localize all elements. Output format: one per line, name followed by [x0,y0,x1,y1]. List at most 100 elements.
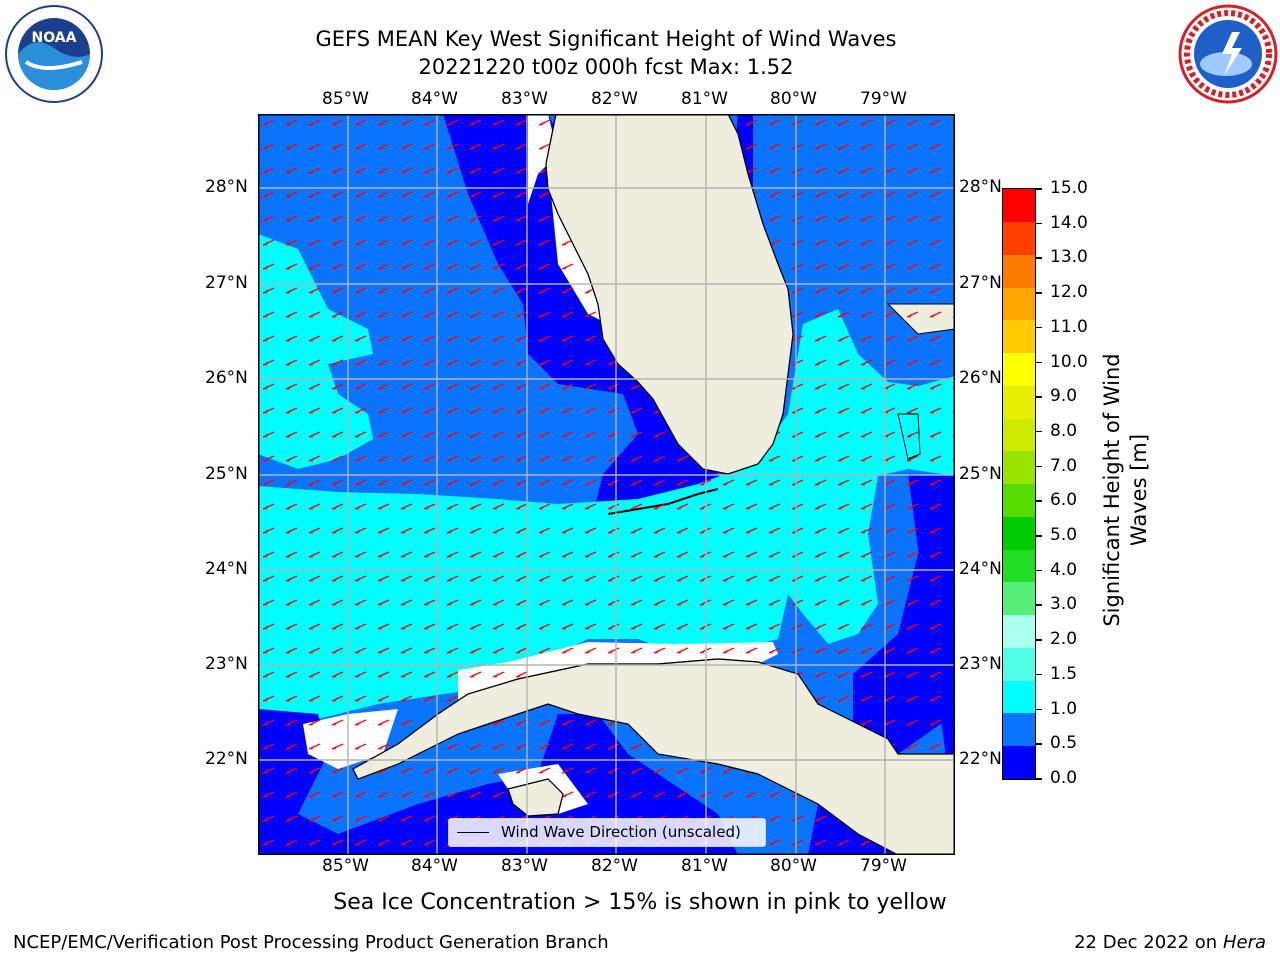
colorbar-tick-label: 12.0 [1050,282,1088,303]
lat-label: 24°N [959,559,1002,579]
lon-label: 85°W [322,856,369,876]
colorbar-tick-mark [1036,604,1042,606]
lat-labels-right: 28°N 27°N 26°N 25°N 24°N 23°N 22°N [959,0,1009,960]
colorbar-tick-label: 9.0 [1050,386,1078,407]
lat-label: 28°N [959,177,1002,197]
lon-label: 83°W [501,856,548,876]
colorbar-swatch [1003,451,1035,485]
colorbar-tick-label: 2.0 [1050,629,1078,650]
colorbar-swatch [1003,713,1035,747]
lat-label: 26°N [959,368,1002,388]
lat-labels-left: 28°N 27°N 26°N 25°N 24°N 23°N 22°N [205,0,255,960]
colorbar-tick-mark [1036,500,1042,502]
colorbar-swatch [1003,582,1035,616]
colorbar-tick-label: 13.0 [1050,247,1088,268]
lat-label: 25°N [205,464,248,484]
colorbar [1002,188,1036,780]
nws-logo [1178,4,1278,104]
colorbar-label-wrap: Significant Height of Wind Waves [m] [1100,340,1156,640]
lon-label: 81°W [681,856,728,876]
colorbar-tick-label: 0.0 [1050,768,1078,788]
lat-label: 24°N [205,559,248,579]
colorbar-tick-mark [1036,396,1042,398]
colorbar-tick-label: 1.0 [1050,698,1078,719]
colorbar-tick-label: 10.0 [1050,351,1088,372]
colorbar-tick-mark [1036,257,1042,259]
colorbar-tick-label: 6.0 [1050,490,1078,511]
colorbar-swatch [1003,221,1035,255]
plot-subtitle: 20221220 t00z 000h fcst Max: 1.52 [418,55,794,79]
colorbar-tick-mark [1036,778,1042,780]
colorbar-swatch [1003,549,1035,583]
colorbar-tick-label: 5.0 [1050,525,1078,546]
colorbar-swatch [1003,418,1035,452]
colorbar-tick-label: 15.0 [1050,178,1088,198]
sea-ice-caption: Sea Ice Concentration > 15% is shown in … [333,890,947,915]
colorbar-tick-label: 1.5 [1050,663,1078,684]
lat-label: 22°N [959,749,1002,769]
lon-labels-bottom: 85°W 84°W 83°W 82°W 81°W 80°W 79°W [0,856,1280,878]
lon-label: 80°W [770,856,817,876]
colorbar-swatch [1003,647,1035,681]
footer-left: NCEP/EMC/Verification Post Processing Pr… [13,932,609,953]
colorbar-tick-label: 3.0 [1050,594,1078,615]
lon-label: 84°W [411,89,458,109]
noaa-logo-text: NOAA [32,30,77,46]
lon-label: 79°W [860,856,907,876]
plot-title: GEFS MEAN Key West Significant Height of… [315,27,897,51]
lon-label: 81°W [681,89,728,109]
colorbar-tick-mark [1036,465,1042,468]
lon-label: 80°W [770,89,817,109]
colorbar-swatch [1003,353,1035,386]
lat-label: 23°N [205,654,248,674]
colorbar-tick-mark [1036,188,1042,190]
colorbar-tick-mark [1036,673,1042,676]
map-panel [258,114,955,855]
footer-host: Hera [1222,932,1266,953]
footer-right: 22 Dec 2022 on Hera [1074,932,1266,953]
colorbar-swatch [1003,484,1035,517]
lon-label: 82°W [591,89,638,109]
colorbar-tick-mark [1036,430,1042,433]
colorbar-tick-mark [1036,569,1042,572]
legend-line-swatch [457,832,489,833]
map-gridlines [258,114,955,855]
lat-label: 25°N [959,464,1002,484]
colorbar-tick-label: 11.0 [1050,316,1088,337]
colorbar-swatch [1003,516,1035,550]
lon-labels-top: 85°W 84°W 83°W 82°W 81°W 80°W 79°W [0,89,1280,111]
lon-label: 82°W [591,856,638,876]
lon-label: 83°W [501,89,548,109]
colorbar-tick-mark [1036,535,1042,537]
footer-date: 22 Dec 2022 on [1074,932,1218,953]
colorbar-tick-mark [1036,222,1042,225]
colorbar-tick-label: 14.0 [1050,212,1088,233]
colorbar-swatch [1003,615,1035,648]
lon-label: 84°W [411,856,458,876]
lon-label: 85°W [322,89,369,109]
noaa-logo: NOAA [5,5,103,103]
colorbar-ticks: 15.0 14.0 13.0 12.0 11.0 10.0 9.0 8.0 7.0 6.0 5.0 4… [1036,178,1106,788]
colorbar-label: Significant Height of Wind Waves [m] [1100,353,1151,627]
colorbar-swatch [1003,320,1035,354]
lon-label: 79°W [860,89,907,109]
map-frame [258,114,955,855]
colorbar-swatch [1003,746,1035,779]
lat-label: 22°N [205,749,248,769]
colorbar-swatch [1003,287,1035,321]
colorbar-swatch [1003,385,1035,419]
colorbar-tick-mark [1036,361,1042,364]
colorbar-tick-label: 8.0 [1050,420,1078,441]
colorbar-tick-mark [1036,639,1042,641]
colorbar-tick-mark [1036,743,1042,745]
colorbar-tick-mark [1036,292,1042,294]
lat-label: 27°N [959,273,1002,293]
legend-label: Wind Wave Direction (unscaled) [501,823,741,841]
colorbar-swatch [1003,189,1035,222]
map-legend: Wind Wave Direction (unscaled) [448,818,766,847]
lat-label: 26°N [205,368,248,388]
colorbar-tick-label: 4.0 [1050,559,1078,580]
lat-label: 27°N [205,273,248,293]
colorbar-tick-mark [1036,708,1042,711]
colorbar-tick-label: 0.5 [1050,733,1078,754]
